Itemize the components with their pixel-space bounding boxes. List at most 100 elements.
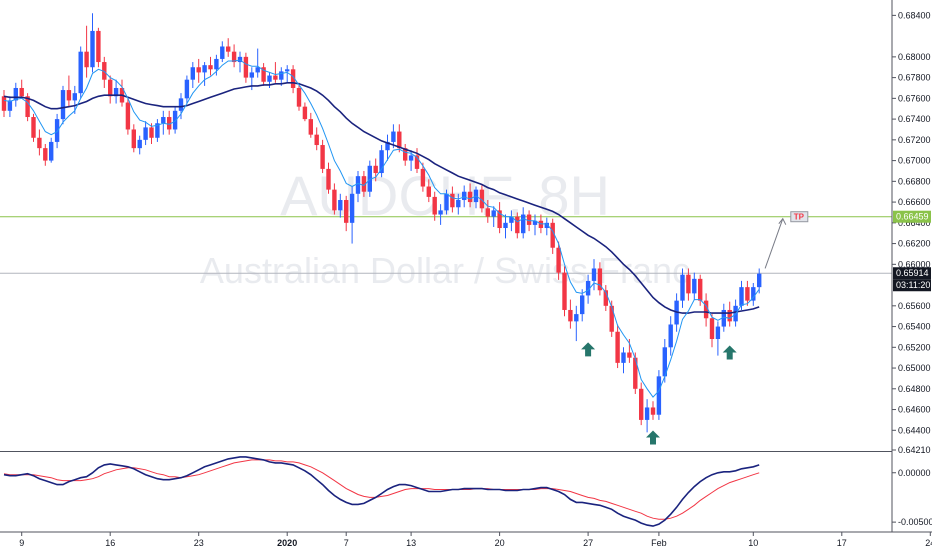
candle-body (172, 110, 178, 130)
price-tick-label: 0.68000 (898, 52, 931, 62)
candle-body (556, 247, 561, 273)
candle-body (503, 222, 508, 229)
candle-body (621, 352, 626, 363)
candle-body (108, 79, 113, 97)
up-arrow-icon (581, 342, 596, 357)
slow-ma-line (3, 82, 760, 314)
candle-body (208, 65, 213, 70)
candle-body (414, 155, 420, 169)
candle-body (49, 141, 54, 161)
candle-body (214, 58, 219, 70)
candle-body (267, 75, 272, 82)
candle-body (739, 287, 744, 306)
candle-body (615, 331, 620, 363)
price-tick-label: 0.65200 (898, 342, 931, 352)
candle-body (367, 165, 372, 192)
price-tick-label: 0.65400 (898, 322, 931, 332)
candle-body (90, 30, 95, 68)
candle-body (609, 305, 614, 332)
time-tick-label: 2020 (277, 538, 297, 548)
candle-body (125, 102, 131, 130)
tp-price-label: 0.66459 (896, 212, 929, 222)
time-tick-label: 27 (583, 538, 593, 548)
candle-body (249, 72, 254, 78)
candle-body (302, 106, 308, 120)
candle-body (591, 268, 597, 281)
countdown-box (893, 279, 931, 292)
candle-body (485, 208, 490, 217)
candle-body (96, 30, 101, 63)
candle-body (692, 278, 697, 294)
candle-body (196, 67, 201, 73)
candle-body (426, 186, 431, 197)
candle-body (662, 347, 667, 377)
candle-body (562, 272, 567, 310)
candle-body (273, 75, 278, 80)
candle-body (408, 155, 414, 161)
candle-body (43, 148, 48, 161)
candle-body (285, 69, 290, 72)
price-tick-label: 0.67400 (898, 114, 931, 124)
candle-body (355, 176, 361, 194)
candle-body (627, 352, 632, 358)
candle-body (261, 67, 266, 82)
price-tick-label: 0.65000 (898, 363, 931, 373)
candle-body (444, 193, 449, 211)
candle-body (308, 119, 313, 135)
price-tick-label: 0.64210 (898, 445, 931, 455)
candle-body (113, 87, 119, 97)
price-tick-label: 0.68400 (898, 10, 931, 20)
candle-body (131, 129, 136, 149)
candle-body (438, 210, 443, 215)
candle-body (580, 295, 585, 315)
candle-body (149, 127, 154, 138)
price-tick-label: 0.67000 (898, 156, 931, 166)
time-tick-label: 23 (194, 538, 204, 548)
candle-body (550, 222, 555, 248)
candle-body (102, 62, 107, 80)
time-tick-label: Feb (651, 538, 667, 548)
candle-body (344, 200, 349, 223)
candle-body (479, 189, 485, 209)
candle-body (597, 268, 603, 291)
candle-body (385, 141, 390, 151)
candle-body (31, 117, 36, 138)
candle-body (568, 309, 573, 322)
candle-body (190, 67, 195, 80)
candle-body (220, 46, 225, 59)
price-tick-label: 0.67600 (898, 93, 931, 103)
candle-body (715, 326, 721, 340)
candle-body (84, 51, 89, 68)
time-tick-label: 9 (19, 538, 24, 548)
candle-body (161, 117, 166, 124)
candle-body (585, 280, 591, 296)
candle-body (231, 51, 237, 63)
moving-averages (3, 59, 760, 398)
candle-body (13, 87, 18, 101)
price-tick-label: 0.66000 (898, 259, 931, 269)
candle-body (226, 46, 231, 52)
tp-label: TP (794, 213, 805, 222)
candle-body (237, 56, 243, 63)
candle-body (745, 287, 750, 301)
candle-body (1, 96, 7, 111)
candle-body (639, 388, 644, 420)
candle-body (420, 168, 426, 187)
price-tick-label: 0.65600 (898, 301, 931, 311)
price-tick-label: 0.64600 (898, 405, 931, 415)
candle-body (686, 274, 691, 294)
candle-body (243, 56, 249, 78)
candle-body (526, 214, 532, 225)
candle-body (757, 273, 762, 288)
osc-tick-label: -0.00500 (898, 517, 932, 527)
candle-body (143, 127, 148, 140)
candle-body (155, 123, 160, 138)
price-tick-label: 0.66800 (898, 176, 931, 186)
candle-body (391, 131, 396, 142)
candle-body (656, 376, 662, 415)
candle-body (361, 176, 367, 192)
